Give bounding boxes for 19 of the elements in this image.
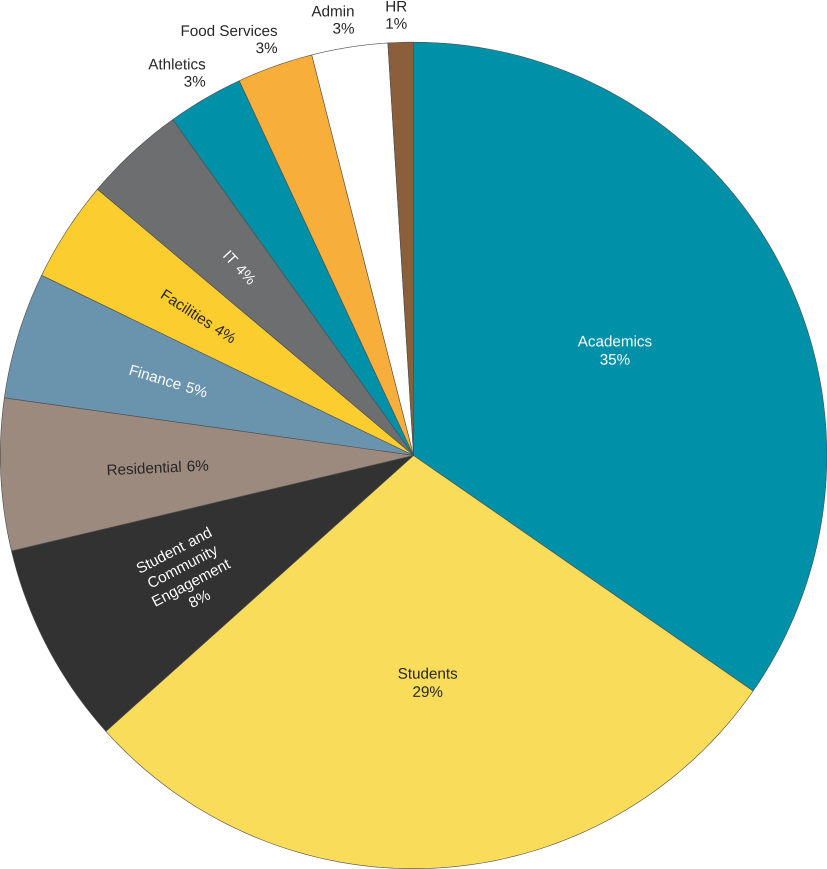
slice-label: IT: [222, 250, 239, 264]
slice-label: Admin: [311, 5, 354, 16]
data-label: 3%: [333, 22, 354, 34]
data-label: 4%: [236, 266, 256, 284]
data-label: 35%: [600, 354, 630, 365]
slice-label: Students: [398, 668, 458, 679]
slice-label: Finance: [129, 364, 181, 390]
slice-label: HR: [386, 1, 406, 12]
data-label: 3%: [256, 42, 278, 54]
slice-label: Residential: [108, 460, 181, 476]
data-label: 1%: [386, 18, 407, 29]
slice-label: Athletics: [148, 58, 206, 70]
slice-label: Academics: [578, 335, 652, 347]
data-label: 6%: [187, 460, 208, 472]
data-label: 3%: [184, 76, 206, 87]
data-label: 5%: [186, 382, 206, 398]
data-label: 4%: [214, 326, 236, 343]
data-label: 29%: [413, 686, 442, 697]
slice-label: Food Services: [182, 24, 277, 36]
